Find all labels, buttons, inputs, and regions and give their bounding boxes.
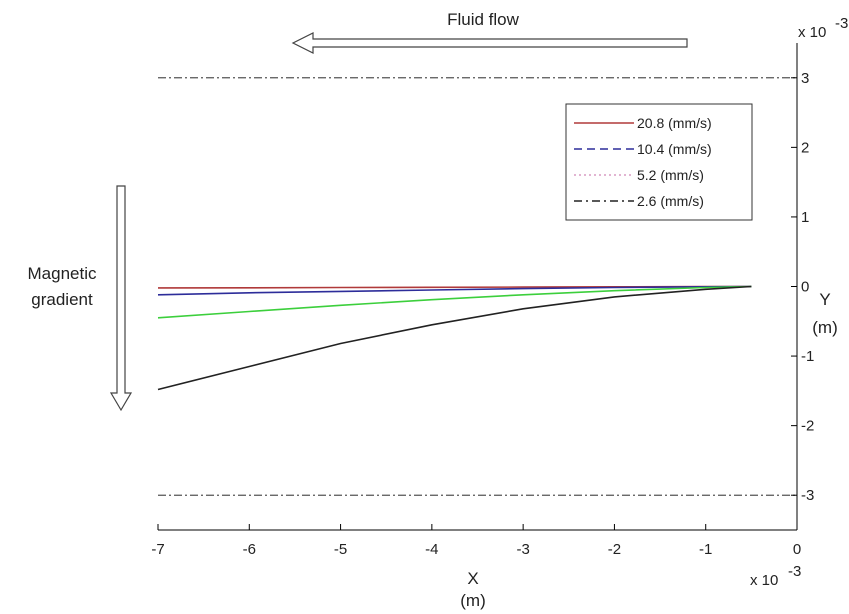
x-axis-unit: (m) — [460, 591, 485, 610]
y-ticks: 3 2 1 0 -1 -2 -3 — [791, 70, 814, 504]
gradient-label-2: gradient — [31, 290, 93, 309]
x-ticks: -7 -6 -5 -4 -3 -2 -1 0 — [151, 524, 801, 558]
y-tick-label: -2 — [801, 418, 814, 435]
legend-label: 2.6 (mm/s) — [637, 193, 704, 209]
y-multiplier: x 10 — [798, 24, 826, 41]
y-tick-label: 0 — [801, 279, 809, 296]
boundary-lines — [158, 77, 797, 496]
legend-label: 20.8 (mm/s) — [637, 115, 712, 131]
y-axis-unit: (m) — [812, 318, 837, 337]
y-tick-label: -1 — [801, 348, 814, 365]
x-multiplier: x 10 — [750, 572, 778, 589]
x-tick-label: -7 — [151, 541, 164, 558]
x-tick-label: -1 — [699, 541, 712, 558]
y-axis-label: Y — [819, 290, 830, 309]
gradient-label-1: Magnetic — [28, 264, 97, 283]
flow-arrow — [291, 32, 688, 54]
y-tick-label: 2 — [801, 139, 809, 156]
x-axis-label: X — [467, 569, 478, 588]
x-tick-label: -4 — [425, 541, 438, 558]
y-tick-label: 1 — [801, 209, 809, 226]
series-group — [157, 285, 752, 391]
x-tick-label: -6 — [243, 541, 256, 558]
x-tick-label: -2 — [608, 541, 621, 558]
x-tick-label: -5 — [334, 541, 347, 558]
y-tick-label: -3 — [801, 487, 814, 504]
series-line — [157, 285, 752, 296]
legend: 20.8 (mm/s) 10.4 (mm/s) 5.2 (mm/s) 2.6 (mm/… — [565, 103, 753, 221]
x-tick-label: -3 — [516, 541, 529, 558]
x-tick-label: 0 — [793, 541, 801, 558]
y-multiplier-exp: -3 — [835, 15, 848, 32]
gradient-arrow — [109, 185, 133, 412]
legend-label: 10.4 (mm/s) — [637, 141, 712, 157]
legend-label: 5.2 (mm/s) — [637, 167, 704, 183]
series-line — [157, 285, 752, 319]
flow-label: Fluid flow — [447, 10, 520, 29]
y-tick-label: 3 — [801, 70, 809, 87]
series-line — [157, 285, 752, 391]
x-multiplier-exp: -3 — [788, 563, 801, 580]
